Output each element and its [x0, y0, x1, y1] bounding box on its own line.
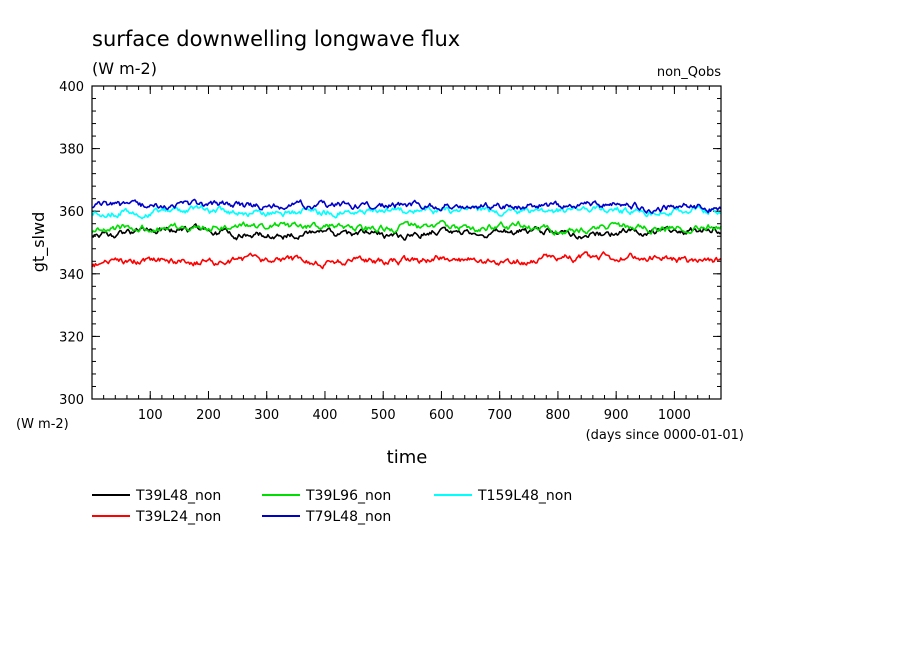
- x-axis-label: time: [387, 447, 428, 468]
- x-tick-label: 1000: [658, 408, 691, 423]
- series-line-t159l48-non: [91, 204, 722, 220]
- x-axis-units: (days since 0000-01-01): [586, 428, 744, 443]
- legend: T39L48_non T39L24_non T39L96_non T79L48_non…: [92, 488, 572, 525]
- legend-label: T39L48_non: [135, 488, 221, 504]
- chart-subtitle: (W m-2): [92, 59, 157, 78]
- legend-label: T159L48_non: [477, 488, 572, 504]
- series-line-t79l48-non: [91, 198, 722, 214]
- x-tick-label: 800: [546, 408, 571, 423]
- y-axis-units: (W m-2): [16, 417, 69, 432]
- y-tick-label: 360: [59, 205, 84, 220]
- series-line-t39l96-non: [91, 219, 722, 236]
- x-tick-label: 600: [429, 408, 454, 423]
- x-tick-label: 300: [254, 408, 279, 423]
- x-tick-label: 100: [138, 408, 163, 423]
- x-tick-label: 700: [487, 408, 512, 423]
- y-tick-label: 400: [59, 80, 84, 95]
- y-axis-label: gt_slwd: [29, 212, 49, 272]
- axis-ticks: 100 200 300 400 500 600 700 800 900 1000 300 320 340…: [59, 80, 721, 423]
- x-tick-label: 500: [371, 408, 396, 423]
- plot-frame: [91, 85, 722, 400]
- y-tick-label: 300: [59, 393, 84, 408]
- chart-title: surface downwelling longwave flux: [92, 27, 460, 51]
- y-tick-label: 380: [59, 143, 84, 158]
- y-tick-label: 340: [59, 268, 84, 283]
- y-tick-label: 320: [59, 330, 84, 345]
- x-tick-label: 900: [604, 408, 629, 423]
- legend-label: T39L96_non: [305, 488, 391, 504]
- chart-annotation: non_Qobs: [657, 65, 721, 80]
- legend-label: T79L48_non: [305, 509, 391, 525]
- legend-label: T39L24_non: [135, 509, 221, 525]
- x-tick-label: 400: [313, 408, 338, 423]
- series-line-t39l24-non: [91, 251, 722, 270]
- x-tick-label: 200: [196, 408, 221, 423]
- plot-series: [91, 198, 722, 270]
